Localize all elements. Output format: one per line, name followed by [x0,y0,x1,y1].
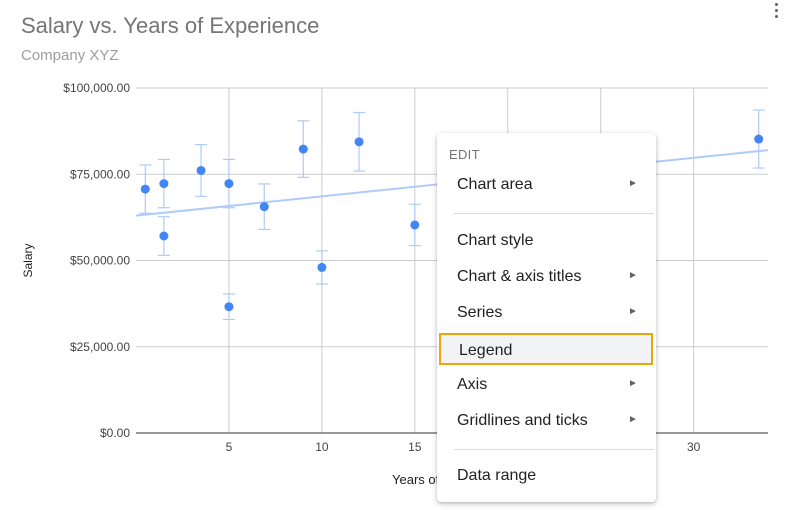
menu-divider [454,449,654,450]
data-point[interactable] [317,262,327,272]
data-point[interactable] [754,134,764,144]
x-tick-label: 10 [315,440,329,454]
menu-item-legend[interactable]: Legend [439,333,653,365]
chart-title[interactable]: Salary vs. Years of Experience [21,13,320,38]
submenu-arrow-icon: ► [628,414,638,425]
y-tick-label: $0.00 [100,426,130,440]
x-tick-label: 15 [408,440,422,454]
data-point[interactable] [354,137,364,147]
data-point[interactable] [224,302,234,312]
menu-item-gridlines-ticks[interactable]: Gridlines and ticks ► [437,403,656,439]
menu-item-label: Chart area [457,176,533,193]
x-tick-label: 5 [226,440,233,454]
menu-item-data-range[interactable]: Data range [437,458,656,494]
menu-item-label: Gridlines and ticks [457,412,588,429]
menu-item-label: Axis [457,376,488,393]
menu-item-label: Legend [459,342,513,359]
menu-header: EDIT [449,147,480,162]
data-point[interactable] [259,202,269,212]
menu-item-label: Chart style [457,232,534,249]
menu-item-axis[interactable]: Axis ► [437,367,656,403]
menu-item-chart-style[interactable]: Chart style [437,223,656,259]
y-axis-title[interactable]: Salary [21,243,35,277]
submenu-arrow-icon: ► [628,378,638,389]
data-point[interactable] [159,179,169,189]
chart-subtitle[interactable]: Company XYZ [21,47,119,64]
menu-item-chart-axis-titles[interactable]: Chart & axis titles ► [437,259,656,295]
submenu-arrow-icon: ► [628,270,638,281]
y-tick-label: $50,000.00 [70,254,130,268]
y-tick-label: $100,000.00 [63,81,130,95]
y-tick-label: $75,000.00 [70,167,130,181]
data-point[interactable] [196,165,206,175]
edit-context-menu: EDIT Chart area ► Chart style Chart & ax… [437,133,656,502]
data-point[interactable] [298,144,308,154]
more-options-icon[interactable] [768,0,784,22]
submenu-arrow-icon: ► [628,178,638,189]
menu-item-label: Data range [457,467,537,484]
data-point[interactable] [410,220,420,230]
menu-item-chart-area[interactable]: Chart area ► [437,167,656,203]
submenu-arrow-icon: ► [628,306,638,317]
data-point[interactable] [224,179,234,189]
data-point[interactable] [140,184,150,194]
data-point[interactable] [159,231,169,241]
y-tick-label: $25,000.00 [70,340,130,354]
menu-item-label: Series [457,304,503,321]
menu-item-label: Chart & axis titles [457,268,582,285]
x-tick-label: 30 [687,440,701,454]
menu-item-series[interactable]: Series ► [437,295,656,331]
menu-divider [454,213,654,214]
